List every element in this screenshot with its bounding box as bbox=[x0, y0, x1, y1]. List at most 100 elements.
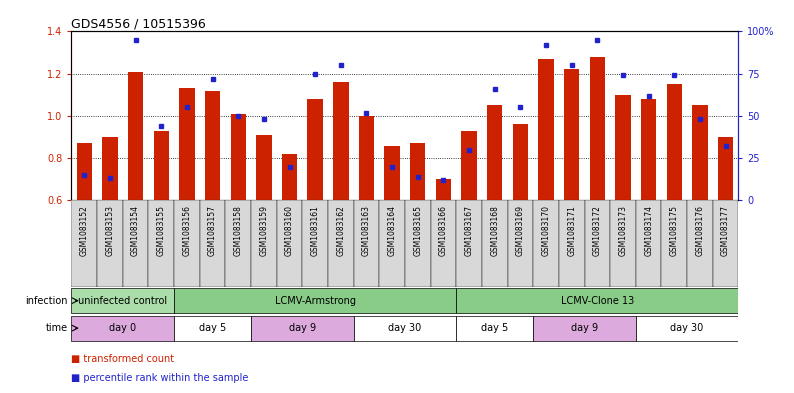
Text: GSM1083157: GSM1083157 bbox=[208, 205, 217, 256]
Text: GSM1083177: GSM1083177 bbox=[721, 205, 730, 256]
Bar bbox=[380, 200, 405, 287]
Text: GSM1083164: GSM1083164 bbox=[387, 205, 397, 256]
Text: GSM1083156: GSM1083156 bbox=[183, 205, 191, 256]
Bar bbox=[430, 200, 457, 287]
Text: ■ transformed count: ■ transformed count bbox=[71, 354, 175, 364]
Bar bbox=[230, 114, 246, 200]
Bar bbox=[534, 316, 636, 340]
Bar bbox=[461, 131, 476, 200]
Bar bbox=[405, 200, 430, 287]
Bar bbox=[436, 179, 451, 200]
Text: GSM1083168: GSM1083168 bbox=[490, 205, 499, 255]
Text: uninfected control: uninfected control bbox=[78, 296, 168, 306]
Text: GSM1083154: GSM1083154 bbox=[131, 205, 140, 256]
Text: GSM1083158: GSM1083158 bbox=[233, 205, 243, 255]
Bar bbox=[610, 200, 636, 287]
Bar bbox=[153, 131, 169, 200]
Bar bbox=[76, 143, 92, 200]
Bar bbox=[692, 105, 707, 200]
Text: infection: infection bbox=[25, 296, 67, 306]
Bar bbox=[559, 200, 584, 287]
Bar bbox=[205, 90, 220, 200]
Bar bbox=[507, 200, 534, 287]
Bar bbox=[636, 200, 661, 287]
Bar bbox=[353, 200, 380, 287]
Bar bbox=[97, 200, 123, 287]
Bar bbox=[661, 200, 687, 287]
Bar bbox=[71, 316, 174, 340]
Bar bbox=[457, 288, 738, 313]
Bar bbox=[718, 137, 734, 200]
Bar bbox=[328, 200, 353, 287]
Bar bbox=[584, 200, 610, 287]
Text: GSM1083161: GSM1083161 bbox=[310, 205, 320, 255]
Bar bbox=[174, 288, 457, 313]
Text: day 0: day 0 bbox=[110, 323, 137, 333]
Bar bbox=[359, 116, 374, 200]
Text: GSM1083153: GSM1083153 bbox=[106, 205, 114, 256]
Text: GSM1083169: GSM1083169 bbox=[516, 205, 525, 256]
Bar bbox=[534, 200, 559, 287]
Text: GSM1083174: GSM1083174 bbox=[644, 205, 653, 256]
Text: GSM1083159: GSM1083159 bbox=[260, 205, 268, 256]
Bar bbox=[538, 59, 553, 200]
Text: GSM1083172: GSM1083172 bbox=[593, 205, 602, 255]
Bar bbox=[353, 316, 457, 340]
Bar bbox=[71, 200, 97, 287]
Bar bbox=[282, 154, 297, 200]
Text: GDS4556 / 10515396: GDS4556 / 10515396 bbox=[71, 17, 206, 30]
Bar bbox=[384, 145, 400, 200]
Bar bbox=[307, 99, 323, 200]
Bar bbox=[102, 137, 118, 200]
Text: GSM1083165: GSM1083165 bbox=[413, 205, 422, 256]
Text: GSM1083175: GSM1083175 bbox=[670, 205, 679, 256]
Text: GSM1083163: GSM1083163 bbox=[362, 205, 371, 256]
Bar bbox=[256, 135, 272, 200]
Text: GSM1083160: GSM1083160 bbox=[285, 205, 294, 256]
Bar bbox=[482, 200, 507, 287]
Bar bbox=[71, 288, 174, 313]
Bar bbox=[687, 200, 713, 287]
Bar bbox=[276, 200, 303, 287]
Text: time: time bbox=[45, 323, 67, 333]
Bar bbox=[179, 88, 195, 200]
Text: day 5: day 5 bbox=[199, 323, 226, 333]
Bar bbox=[487, 105, 503, 200]
Text: GSM1083167: GSM1083167 bbox=[464, 205, 473, 256]
Text: day 30: day 30 bbox=[670, 323, 703, 333]
Text: LCMV-Clone 13: LCMV-Clone 13 bbox=[561, 296, 634, 306]
Bar bbox=[200, 200, 225, 287]
Text: GSM1083173: GSM1083173 bbox=[619, 205, 627, 256]
Bar bbox=[636, 316, 738, 340]
Bar bbox=[333, 82, 349, 200]
Text: day 9: day 9 bbox=[289, 323, 316, 333]
Bar bbox=[123, 200, 148, 287]
Bar bbox=[128, 72, 143, 200]
Bar bbox=[615, 95, 630, 200]
Text: GSM1083166: GSM1083166 bbox=[439, 205, 448, 256]
Text: day 5: day 5 bbox=[481, 323, 508, 333]
Bar bbox=[251, 200, 276, 287]
Text: day 9: day 9 bbox=[571, 323, 598, 333]
Bar bbox=[251, 316, 353, 340]
Text: GSM1083152: GSM1083152 bbox=[79, 205, 89, 255]
Bar bbox=[457, 316, 534, 340]
Bar bbox=[641, 99, 657, 200]
Bar bbox=[457, 200, 482, 287]
Bar bbox=[303, 200, 328, 287]
Bar bbox=[590, 57, 605, 200]
Bar bbox=[410, 143, 426, 200]
Bar bbox=[174, 316, 251, 340]
Text: GSM1083176: GSM1083176 bbox=[696, 205, 704, 256]
Text: GSM1083162: GSM1083162 bbox=[337, 205, 345, 255]
Bar bbox=[564, 70, 580, 200]
Text: GSM1083171: GSM1083171 bbox=[567, 205, 576, 255]
Bar bbox=[174, 200, 200, 287]
Text: GSM1083155: GSM1083155 bbox=[156, 205, 166, 256]
Text: ■ percentile rank within the sample: ■ percentile rank within the sample bbox=[71, 373, 249, 383]
Bar bbox=[667, 84, 682, 200]
Text: day 30: day 30 bbox=[388, 323, 422, 333]
Bar bbox=[225, 200, 251, 287]
Bar bbox=[148, 200, 174, 287]
Bar bbox=[513, 124, 528, 200]
